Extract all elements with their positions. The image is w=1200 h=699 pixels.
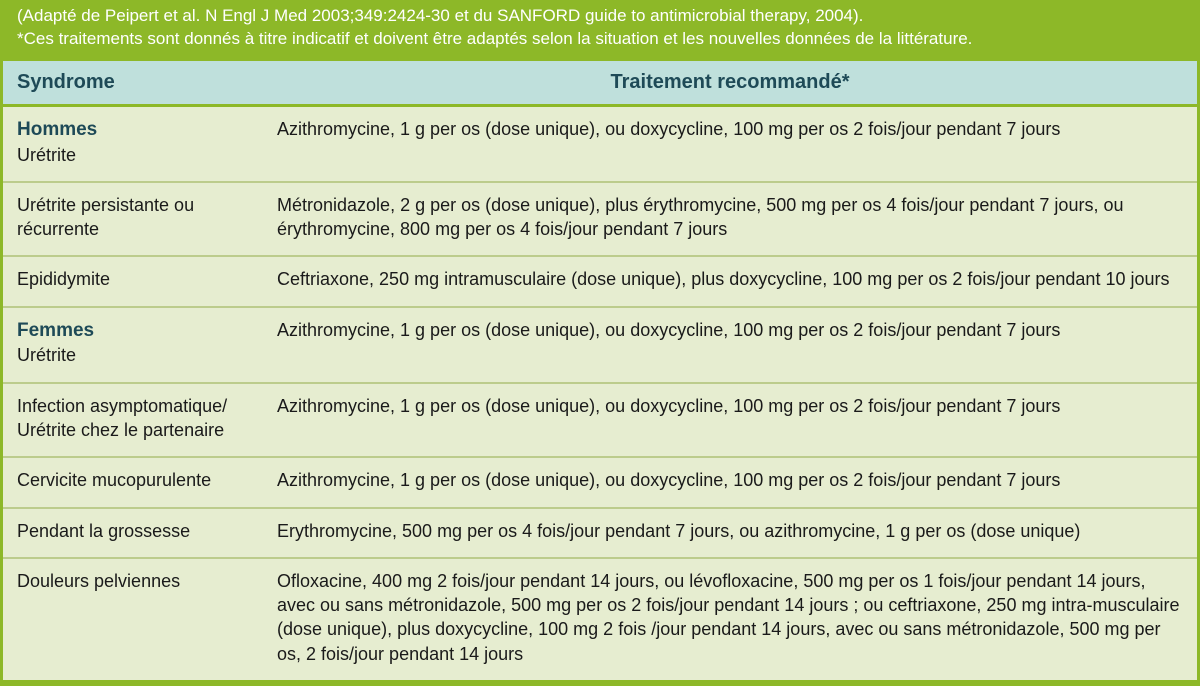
table-row: Femmes Urétrite Azithromycine, 1 g per o… (3, 307, 1197, 383)
table-row: Cervicite mucopurulente Azithromycine, 1… (3, 457, 1197, 507)
table-row: Urétrite persistante ou récurrente Métro… (3, 182, 1197, 257)
cell-treatment: Erythromycine, 500 mg per os 4 fois/jour… (263, 508, 1197, 558)
cell-syndrome: Pendant la grossesse (3, 508, 263, 558)
cell-syndrome: Hommes Urétrite (3, 105, 263, 181)
source-note-line1: (Adapté de Peipert et al. N Engl J Med 2… (17, 6, 863, 25)
cell-treatment: Azithromycine, 1 g per os (dose unique),… (263, 457, 1197, 507)
syndrome-label: Douleurs pelviennes (17, 569, 249, 593)
source-note: (Adapté de Peipert et al. N Engl J Med 2… (3, 3, 1197, 61)
table-row: Infection asymptomatique/ Urétrite chez … (3, 383, 1197, 458)
table-row: Douleurs pelviennes Ofloxacine, 400 mg 2… (3, 558, 1197, 682)
treatment-table: Syndrome Traitement recommandé* Hommes U… (3, 61, 1197, 683)
cell-treatment: Ceftriaxone, 250 mg intramusculaire (dos… (263, 256, 1197, 306)
table-row: Hommes Urétrite Azithromycine, 1 g per o… (3, 105, 1197, 181)
cell-syndrome: Infection asymptomatique/ Urétrite chez … (3, 383, 263, 458)
table-header-row: Syndrome Traitement recommandé* (3, 61, 1197, 106)
cell-syndrome: Cervicite mucopurulente (3, 457, 263, 507)
col-header-treatment: Traitement recommandé* (263, 61, 1197, 106)
cell-treatment: Azithromycine, 1 g per os (dose unique),… (263, 105, 1197, 181)
cell-syndrome: Femmes Urétrite (3, 307, 263, 383)
group-heading: Hommes (17, 119, 97, 140)
syndrome-label: Pendant la grossesse (17, 519, 249, 543)
syndrome-label: Urétrite persistante ou récurrente (17, 193, 249, 242)
table-row: Epididymite Ceftriaxone, 250 mg intramus… (3, 256, 1197, 306)
cell-treatment: Ofloxacine, 400 mg 2 fois/jour pendant 1… (263, 558, 1197, 682)
syndrome-label: Epididymite (17, 267, 249, 291)
cell-treatment: Azithromycine, 1 g per os (dose unique),… (263, 383, 1197, 458)
col-header-syndrome: Syndrome (3, 61, 263, 106)
source-note-line2: *Ces traitements sont donnés à titre ind… (17, 29, 972, 48)
table-body: Hommes Urétrite Azithromycine, 1 g per o… (3, 105, 1197, 681)
table-row: Pendant la grossesse Erythromycine, 500 … (3, 508, 1197, 558)
group-heading: Femmes (17, 320, 94, 341)
syndrome-label: Urétrite (17, 143, 249, 167)
syndrome-label: Cervicite mucopurulente (17, 468, 249, 492)
treatment-table-card: (Adapté de Peipert et al. N Engl J Med 2… (0, 0, 1200, 686)
cell-syndrome: Urétrite persistante ou récurrente (3, 182, 263, 257)
cell-syndrome: Epididymite (3, 256, 263, 306)
cell-treatment: Métronidazole, 2 g per os (dose unique),… (263, 182, 1197, 257)
cell-syndrome: Douleurs pelviennes (3, 558, 263, 682)
syndrome-label: Infection asymptomatique/ Urétrite chez … (17, 394, 249, 443)
syndrome-label: Urétrite (17, 343, 249, 367)
cell-treatment: Azithromycine, 1 g per os (dose unique),… (263, 307, 1197, 383)
